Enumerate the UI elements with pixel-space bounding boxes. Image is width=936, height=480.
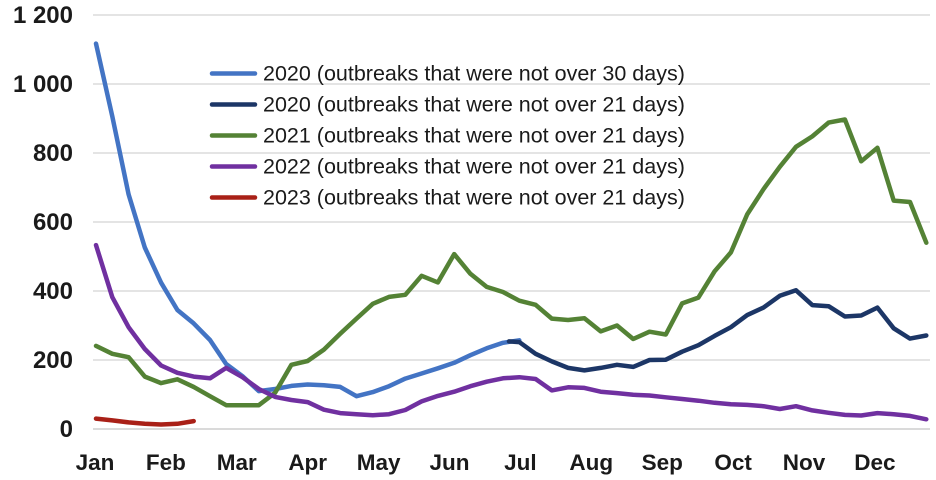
svg-text:400: 400 [33,278,73,305]
svg-text:600: 600 [33,209,73,236]
svg-text:800: 800 [33,140,73,167]
svg-text:2021 (outbreaks that were not: 2021 (outbreaks that were not over 21 da… [263,124,685,148]
svg-text:Apr: Apr [288,450,327,475]
svg-text:1 200: 1 200 [13,2,73,29]
svg-text:2022 (outbreaks that were not: 2022 (outbreaks that were not over 21 da… [263,155,685,179]
svg-text:Dec: Dec [854,450,895,475]
svg-text:Mar: Mar [217,450,257,475]
svg-text:2020 (outbreaks that were not: 2020 (outbreaks that were not over 30 da… [263,62,685,86]
svg-text:Nov: Nov [783,450,826,475]
svg-text:2020 (outbreaks that were not: 2020 (outbreaks that were not over 21 da… [263,93,685,117]
svg-text:200: 200 [33,347,73,374]
svg-text:Jul: Jul [504,450,537,475]
svg-text:Jan: Jan [76,450,115,475]
svg-text:Aug: Aug [569,450,613,475]
svg-text:Jun: Jun [429,450,469,475]
svg-text:Feb: Feb [146,450,186,475]
svg-text:Oct: Oct [714,450,752,475]
svg-text:Sep: Sep [642,450,683,475]
svg-text:0: 0 [60,416,73,443]
svg-text:May: May [357,450,401,475]
svg-text:1 000: 1 000 [13,71,73,98]
svg-text:2023 (outbreaks that were not: 2023 (outbreaks that were not over 21 da… [263,186,685,210]
